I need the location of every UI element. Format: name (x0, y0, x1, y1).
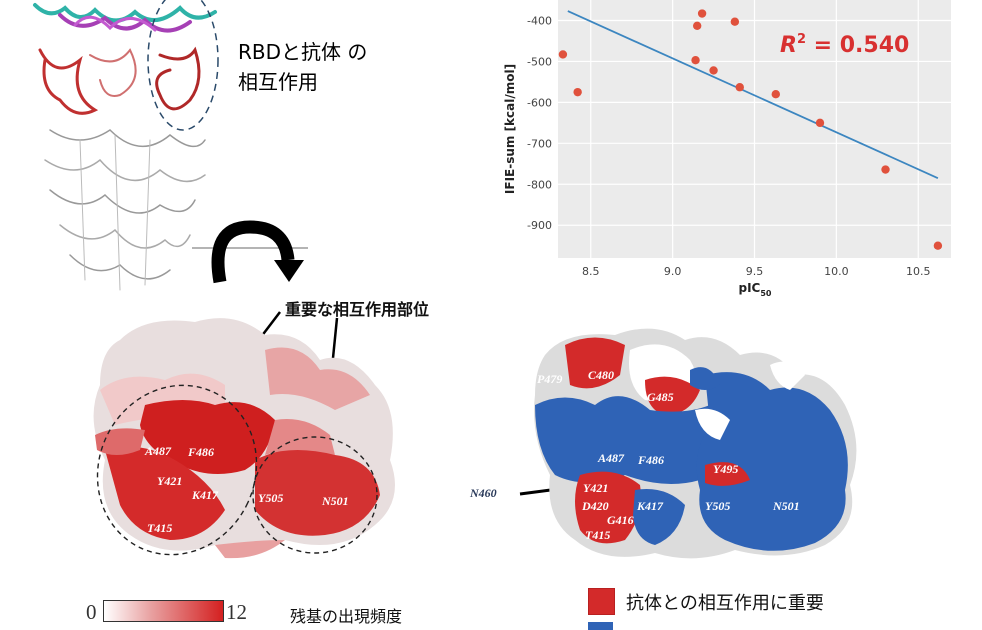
rbd-antibody-title: RBDと抗体 の 相互作用 (238, 37, 367, 97)
colorbar-gradient (103, 600, 224, 622)
important-sites-label: 重要な相互作用部位 (285, 300, 430, 319)
x-tick-label: 10.0 (824, 265, 849, 278)
data-point (697, 9, 707, 18)
y-tick-labels: -400 -500 -600 -700 -800 -900 (527, 14, 552, 232)
data-point (558, 50, 568, 59)
right-rbd-surface: P479 C480 G485 A487 F486 Y495 Y421 D420 … (534, 328, 857, 559)
x-tick-label: 9.5 (746, 265, 764, 278)
y-tick-label: -700 (527, 137, 552, 150)
n460-pointer-label: N460 (470, 486, 497, 500)
residue-label: K417 (191, 488, 219, 502)
data-point (815, 118, 825, 128)
residue-label: A487 (144, 444, 172, 458)
r-squared-label: R2 = 0.540 (780, 32, 909, 58)
x-tick-label: 10.5 (906, 265, 931, 278)
data-point (573, 87, 582, 97)
residue-label: Y421 (583, 481, 608, 495)
y-tick-label: -900 (527, 219, 552, 232)
residue-label: N501 (321, 494, 349, 508)
y-axis-label: IFIE-sum [kcal/mol] (503, 64, 517, 194)
colorbar-label: 残基の出現頻度 (290, 607, 403, 626)
y-tick-label: -600 (527, 96, 552, 109)
x-tick-label: 8.5 (582, 265, 600, 278)
data-point (730, 17, 740, 26)
chart-grid (558, 0, 951, 258)
data-point (771, 89, 780, 99)
legend-red-label: 抗体との相互作用に重要 (626, 593, 824, 614)
regression-line (567, 10, 939, 179)
spike-protein-structure (33, 0, 219, 291)
residue-label: N501 (772, 499, 800, 513)
left-rbd-surface: A487 F486 Y421 K417 T415 Y505 N501 (93, 318, 396, 559)
data-point (692, 21, 702, 30)
rotation-arrow-icon (192, 220, 308, 284)
legend-blue-swatch (588, 622, 613, 630)
data-point (881, 165, 890, 174)
x-tick-labels: 8.5 9.0 9.5 10.0 10.5 (582, 265, 931, 278)
residue-label: C480 (588, 368, 614, 382)
data-point (933, 241, 943, 250)
residue-label: T415 (147, 521, 172, 535)
residue-label: Y505 (258, 491, 283, 505)
residue-label: Y505 (705, 499, 730, 513)
residue-label: D420 (581, 499, 609, 513)
y-tick-label: -500 (527, 55, 552, 68)
y-tick-label: -400 (527, 14, 552, 27)
residue-label: G416 (607, 513, 634, 527)
data-points (558, 9, 943, 250)
residue-label: F486 (637, 453, 664, 467)
colorbar-max: 12 (226, 600, 247, 624)
x-axis-label: pIC50 (738, 281, 771, 298)
data-point (709, 66, 718, 75)
x-tick-label: 9.0 (664, 265, 682, 278)
title-line-1: RBDと抗体 の (238, 40, 368, 64)
y-tick-label: -800 (527, 178, 552, 191)
residue-label: K417 (636, 499, 664, 513)
residue-label: T415 (585, 528, 610, 542)
data-point (691, 56, 700, 65)
residue-label: P479 (537, 372, 562, 386)
residue-label: Y495 (713, 462, 738, 476)
ifie-scatter-chart: -400 -500 -600 -700 -800 -900 8.5 9.0 9.5 10.0 10… (503, 0, 951, 298)
residue-label: A487 (597, 451, 625, 465)
legend-red-swatch (588, 588, 615, 615)
data-point (735, 83, 744, 92)
residue-label: Y421 (157, 474, 182, 488)
colorbar-min: 0 (86, 600, 97, 624)
residue-label: G485 (647, 390, 674, 404)
title-line-2: 相互作用 (238, 70, 318, 94)
residue-label: F486 (187, 445, 214, 459)
